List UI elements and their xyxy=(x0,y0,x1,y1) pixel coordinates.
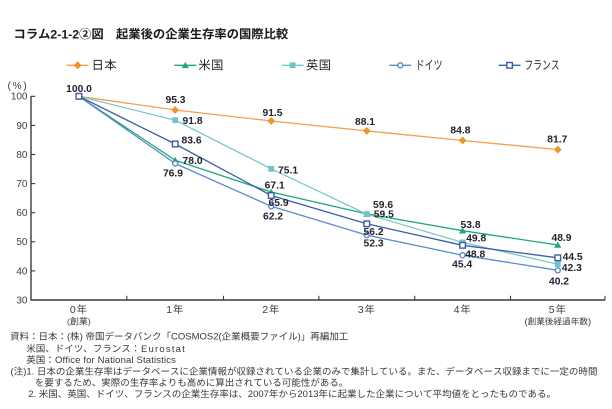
svg-text:COSMOS2(: COSMOS2( xyxy=(171,332,223,343)
svg-text:40.2: 40.2 xyxy=(549,276,569,287)
svg-text:30: 30 xyxy=(16,295,28,306)
svg-text:84.8: 84.8 xyxy=(450,126,470,137)
svg-text:91.5: 91.5 xyxy=(262,108,282,119)
svg-text:78.0: 78.0 xyxy=(183,156,203,167)
svg-text:44.5: 44.5 xyxy=(563,252,583,263)
svg-text:100: 100 xyxy=(11,92,28,103)
svg-text:2: 2 xyxy=(262,304,269,316)
svg-text:59.5: 59.5 xyxy=(374,210,394,221)
svg-text:4: 4 xyxy=(454,304,461,316)
svg-text:88.1: 88.1 xyxy=(355,117,375,128)
svg-text:48.9: 48.9 xyxy=(551,233,571,244)
svg-text:81.7: 81.7 xyxy=(547,134,567,145)
svg-text:62.2: 62.2 xyxy=(263,212,283,223)
svg-text:95.3: 95.3 xyxy=(165,95,185,106)
svg-text:2007: 2007 xyxy=(248,389,269,400)
svg-text:91.8: 91.8 xyxy=(183,116,203,127)
svg-text:90: 90 xyxy=(16,121,28,132)
svg-text:2013: 2013 xyxy=(297,389,318,400)
svg-text:)1.: )1. xyxy=(23,367,34,378)
svg-text:2-1-2: 2-1-2 xyxy=(50,27,79,41)
svg-text:67.1: 67.1 xyxy=(265,181,285,192)
svg-text:65.9: 65.9 xyxy=(269,198,289,209)
svg-text:(: ( xyxy=(67,332,71,343)
svg-text:42.3: 42.3 xyxy=(562,263,582,274)
svg-text:): ) xyxy=(80,332,83,343)
svg-text:3: 3 xyxy=(358,304,365,316)
svg-text:59.6: 59.6 xyxy=(373,200,393,211)
svg-text:45.4: 45.4 xyxy=(452,259,472,270)
svg-text:70: 70 xyxy=(16,179,28,190)
svg-text:56.2: 56.2 xyxy=(364,227,384,238)
svg-text:50: 50 xyxy=(16,237,28,248)
svg-text:): ) xyxy=(588,317,591,328)
svg-text:80: 80 xyxy=(16,150,28,161)
svg-text:Office for National Statistics: Office for National Statistics xyxy=(55,355,176,366)
svg-text:(: ( xyxy=(525,317,529,328)
svg-text:Eurostat: Eurostat xyxy=(141,344,186,355)
svg-text:1: 1 xyxy=(166,304,173,316)
svg-text:52.3: 52.3 xyxy=(364,238,384,249)
svg-text:2.: 2. xyxy=(28,389,36,400)
svg-text:(: ( xyxy=(11,367,15,378)
svg-text:53.8: 53.8 xyxy=(461,220,481,231)
svg-text:): ) xyxy=(88,317,91,327)
svg-text:75.1: 75.1 xyxy=(278,165,298,176)
svg-text:60: 60 xyxy=(16,208,28,219)
svg-text:48.8: 48.8 xyxy=(465,250,485,261)
svg-text:83.6: 83.6 xyxy=(182,135,202,146)
svg-text:0: 0 xyxy=(70,304,77,316)
svg-text:49.8: 49.8 xyxy=(466,234,486,245)
svg-text:76.9: 76.9 xyxy=(163,169,183,180)
svg-text:(: ( xyxy=(67,317,70,327)
svg-text:): ) xyxy=(298,332,301,343)
svg-text:5: 5 xyxy=(549,304,556,316)
svg-text:(%): (%) xyxy=(8,81,29,92)
svg-text:40: 40 xyxy=(16,266,28,277)
svg-text:100.0: 100.0 xyxy=(66,84,92,95)
